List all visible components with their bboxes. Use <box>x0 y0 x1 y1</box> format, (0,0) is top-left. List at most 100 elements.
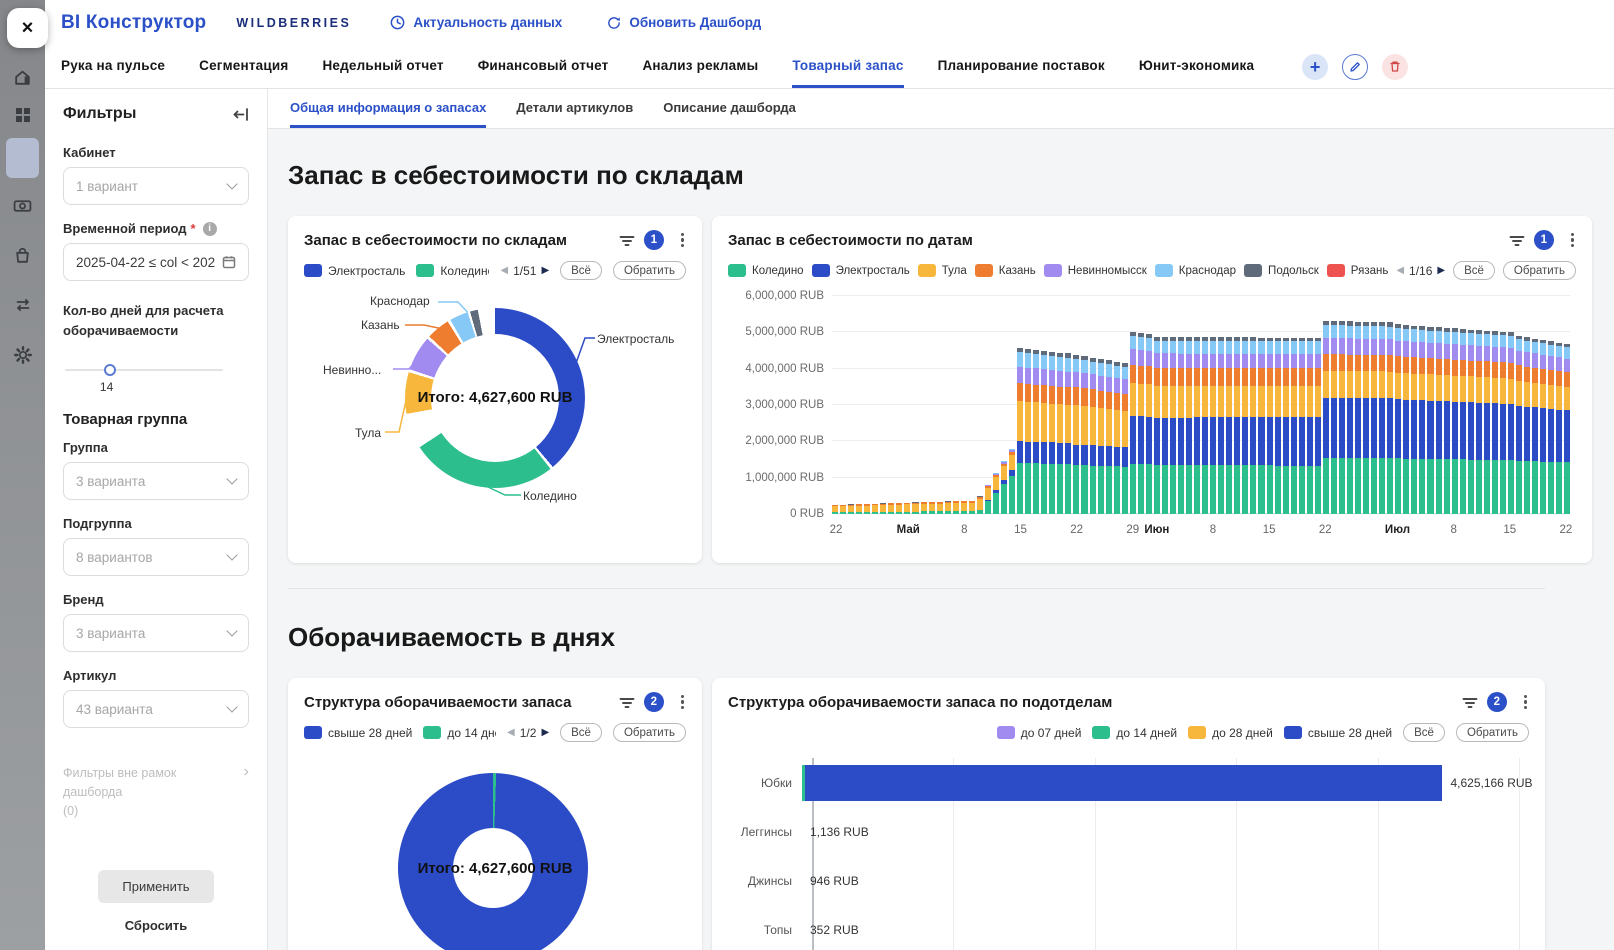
stacked-bar <box>945 296 951 514</box>
legend-item[interactable]: свыше 28 дней <box>1284 726 1392 740</box>
filter-select[interactable]: 3 варианта <box>63 462 249 500</box>
legend-item[interactable]: Коледино <box>416 264 489 278</box>
legend-label: Коледино <box>440 264 489 278</box>
page-tab[interactable]: Юнит-экономика <box>1139 45 1254 88</box>
legend-swatch <box>1188 726 1206 739</box>
legend-label: Электросталь <box>836 265 910 277</box>
legend-item[interactable]: Рязань <box>1327 264 1389 277</box>
legend-item[interactable]: до 14 дней <box>1092 726 1177 740</box>
kebab-menu-icon[interactable] <box>679 693 686 712</box>
sub-tab[interactable]: Описание дашборда <box>663 89 796 128</box>
filter-select[interactable]: 8 вариантов <box>63 538 249 576</box>
collapse-sidebar-icon[interactable] <box>232 107 249 122</box>
page-next-icon[interactable]: ▶ <box>1437 265 1445 276</box>
page-tab[interactable]: Планирование поставок <box>938 45 1105 88</box>
warehouse-donut-chart[interactable]: Итого: 4,627,600 RUB Краснодар Казань Не… <box>304 286 686 538</box>
sub-tab[interactable]: Общая информация о запасах <box>290 89 486 128</box>
legend-all-button[interactable]: Всё <box>1403 723 1445 742</box>
x-axis-tick-label: Май <box>897 524 920 536</box>
stacked-bar <box>1395 296 1401 514</box>
page-tab[interactable]: Сегментация <box>199 45 288 88</box>
product-group-section-title: Товарная группа <box>63 411 249 428</box>
legend-item[interactable]: Невинномысск <box>1044 264 1147 277</box>
filter-funnel-icon[interactable] <box>1460 693 1480 711</box>
stacked-bar <box>1339 296 1345 514</box>
legend-invert-button[interactable]: Обратить <box>1503 261 1576 280</box>
legend-item[interactable]: Краснодар <box>1155 264 1236 277</box>
legend-invert-button[interactable]: Обратить <box>1456 723 1529 742</box>
legend-item[interactable]: до 28 дней <box>1188 726 1273 740</box>
legend-item[interactable]: до 14 дней <box>423 726 496 740</box>
kebab-menu-icon[interactable] <box>1522 693 1529 712</box>
legend-item[interactable]: Казань <box>975 264 1036 277</box>
stock-by-date-chart[interactable]: 0 RUB1,000,000 RUB2,000,000 RUB3,000,000… <box>728 296 1576 536</box>
page-prev-icon[interactable]: ◀ <box>500 265 508 276</box>
sub-tab[interactable]: Детали артикулов <box>516 89 633 128</box>
donut-total-label: Итого: 4,627,600 RUB <box>304 860 686 877</box>
kebab-menu-icon[interactable] <box>679 231 686 250</box>
slider-track[interactable] <box>65 369 223 371</box>
legend-swatch <box>304 264 322 277</box>
edit-dashboard-button[interactable] <box>1342 54 1368 80</box>
page-tab[interactable]: Товарный запас <box>792 45 903 88</box>
legend-all-button[interactable]: Всё <box>560 723 602 742</box>
page-prev-icon[interactable]: ◀ <box>1396 265 1404 276</box>
apply-filters-button[interactable]: Применить <box>98 870 213 903</box>
data-freshness-link[interactable]: Актуальность данных <box>389 14 562 31</box>
transfer-arrows-icon[interactable] <box>0 286 45 324</box>
legend-item[interactable]: Коледино <box>728 264 804 277</box>
legend-item[interactable]: Тула <box>918 264 967 277</box>
active-nav-highlight[interactable] <box>6 138 39 178</box>
outer-filters-link[interactable]: Фильтры вне рамок дашборда (0) › <box>63 764 249 820</box>
slider-value: 14 <box>100 380 113 394</box>
add-dashboard-button[interactable]: + <box>1302 54 1328 80</box>
legend-invert-button[interactable]: Обратить <box>613 723 686 742</box>
slider-knob[interactable] <box>104 364 116 376</box>
close-button[interactable]: × <box>7 8 48 48</box>
delete-dashboard-button[interactable] <box>1382 54 1408 80</box>
period-date-input[interactable]: 2025-04-22 ≤ col < 202... <box>63 243 249 281</box>
stacked-bar <box>1234 296 1240 514</box>
page-prev-icon[interactable]: ◀ <box>507 727 515 738</box>
legend-item[interactable]: Электросталь <box>304 264 405 278</box>
stacked-bar <box>1138 296 1144 514</box>
stacked-bar <box>1210 296 1216 514</box>
legend-all-button[interactable]: Всё <box>560 261 602 280</box>
dashboard-grid-icon[interactable] <box>0 96 45 134</box>
banknote-icon[interactable] <box>0 186 45 224</box>
legend-invert-button[interactable]: Обратить <box>613 261 686 280</box>
turnover-by-subdept-chart[interactable]: Юбки4,625,166 RUBЛеггинсы1,136 RUBДжинсы… <box>728 758 1529 950</box>
page-tab[interactable]: Финансовый отчет <box>478 45 609 88</box>
shopping-bag-icon[interactable] <box>0 236 45 274</box>
page-next-icon[interactable]: ▶ <box>541 727 549 738</box>
filter-label: Подгруппа <box>63 516 249 531</box>
legend-item[interactable]: свыше 28 дней <box>304 726 412 740</box>
page-next-icon[interactable]: ▶ <box>541 265 549 276</box>
cabinet-select[interactable]: 1 вариант <box>63 167 249 205</box>
info-icon[interactable]: i <box>203 222 217 236</box>
refresh-dashboard-link[interactable]: Обновить Дашборд <box>606 15 761 31</box>
stacked-bar <box>1106 296 1112 514</box>
bar[interactable] <box>802 765 1442 801</box>
reset-filters-button[interactable]: Сбросить <box>119 917 194 934</box>
kebab-menu-icon[interactable] <box>1569 231 1576 250</box>
page-tab[interactable]: Недельный отчет <box>322 45 443 88</box>
bar-track: 1,136 RUB <box>802 807 1529 856</box>
stacked-bar <box>929 296 935 514</box>
page-tab[interactable]: Анализ рекламы <box>642 45 758 88</box>
page-tab[interactable]: Рука на пульсе <box>61 45 165 88</box>
legend-item[interactable]: Подольск <box>1244 264 1319 277</box>
x-axis-tick-label: 15 <box>1503 524 1516 536</box>
filter-select[interactable]: 43 варианта <box>63 690 249 728</box>
filter-funnel-icon[interactable] <box>617 693 637 711</box>
legend-item[interactable]: до 07 дней <box>997 726 1082 740</box>
home-icon[interactable] <box>0 58 45 96</box>
legend-item[interactable]: Электросталь <box>812 264 910 277</box>
filter-funnel-icon[interactable] <box>617 231 637 249</box>
turnover-donut-chart[interactable]: Итого: 4,627,600 RUB <box>304 746 686 950</box>
filter-funnel-icon[interactable] <box>1507 231 1527 249</box>
filter-select[interactable]: 3 варианта <box>63 614 249 652</box>
settings-gear-icon[interactable] <box>0 336 45 374</box>
legend-all-button[interactable]: Всё <box>1453 261 1495 280</box>
stacked-bar <box>872 296 878 514</box>
